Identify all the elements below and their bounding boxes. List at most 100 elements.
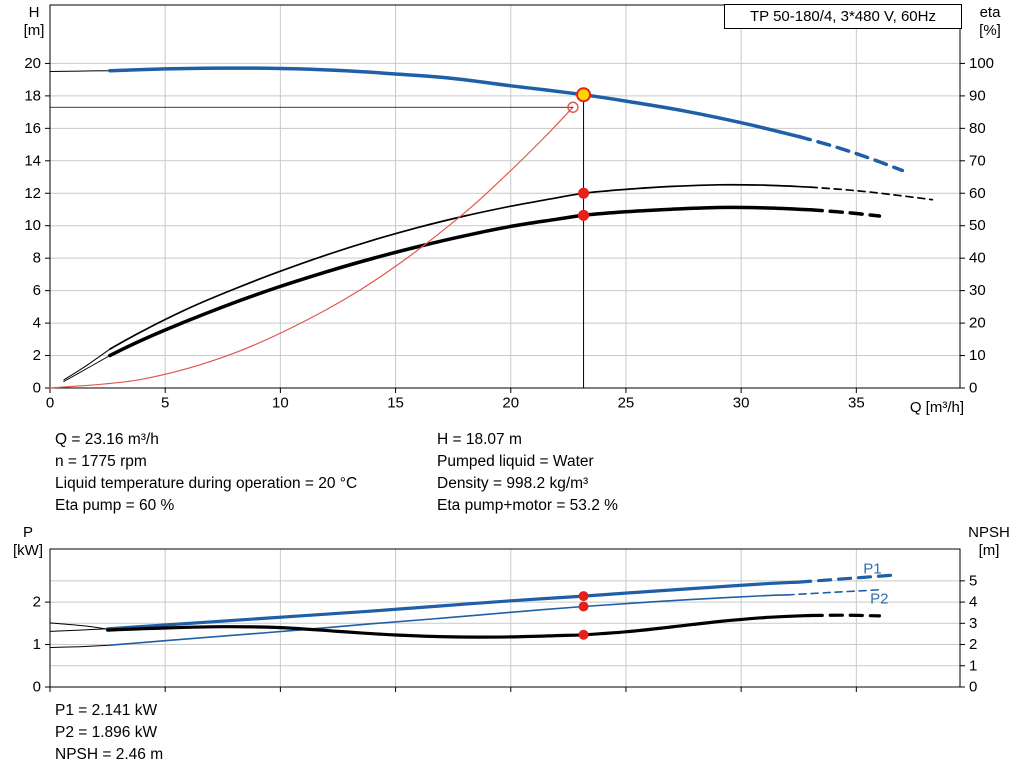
y-left-tick-label: 0	[33, 679, 41, 696]
x-tick-label: 35	[848, 394, 865, 411]
npsh-curve	[106, 613, 812, 639]
y-right-tick-label: 50	[969, 217, 986, 234]
x-tick-label: 0	[46, 394, 54, 411]
y-right-tick-label: 30	[969, 282, 986, 299]
p1-duty-marker	[578, 591, 589, 602]
y-left-tick-label: 16	[24, 120, 41, 137]
ann-p2: P2 = 1.896 kW	[55, 724, 158, 741]
eta-pump-motor-lead-in	[63, 355, 111, 382]
eta-pump-duty-marker	[578, 187, 590, 199]
power-npsh-chart: 0 1 2 0 1 2 3 4 5 P1 P2	[33, 548, 977, 696]
ann-density: Density = 998.2 kg/m³	[437, 475, 589, 492]
eta-pump-motor-curve	[108, 205, 813, 358]
pump-curve	[108, 66, 801, 139]
y-left-tick-label: 4	[33, 315, 41, 332]
y-right-tick-label: 70	[969, 152, 986, 169]
y-left-tick-label: 20	[24, 55, 41, 72]
p2-label: P2	[870, 591, 888, 608]
p2-curve	[106, 594, 788, 647]
y-right-tick-label: 1	[969, 657, 977, 674]
y-right-tick-label: 80	[969, 120, 986, 137]
npsh-curve-dashed	[808, 613, 881, 618]
pump-title-box: TP 50-180/4, 3*480 V, 60Hz	[724, 4, 962, 29]
ann-npsh: NPSH = 2.46 m	[55, 746, 164, 763]
y-left-tick-label: 6	[33, 282, 41, 299]
y-left-tick-label: 10	[24, 217, 41, 234]
h-axis-title: H [m]	[14, 4, 54, 40]
h-q-eta-chart: 0 5 10 15 20 25 30 35 0 2 4 6 8 10 12 14 16 18 20 0 10 20 30 40…	[24, 4, 994, 411]
y-right-tick-label: 3	[969, 615, 977, 632]
y-right-tick-label: 5	[969, 572, 977, 589]
y-left-tick-label: 2	[33, 347, 41, 364]
y-right-tick-label: 4	[969, 594, 977, 611]
npsh-axis-title-line1: NPSH	[968, 524, 1010, 541]
ann-p1: P1 = 2.141 kW	[55, 702, 158, 719]
duty-point-marker	[576, 87, 592, 103]
p-axis-title: P [kW]	[6, 524, 50, 560]
eta-pump-motor-duty-marker	[578, 209, 590, 221]
x-tick-label: 10	[272, 394, 289, 411]
y-right-tick-label: 40	[969, 250, 986, 267]
p-axis-title-line2: [kW]	[13, 542, 43, 559]
ann-q: Q = 23.16 m³/h	[55, 431, 159, 448]
x-tick-label: 5	[161, 394, 169, 411]
ann-eta-pump-motor: Eta pump+motor = 53.2 %	[437, 497, 618, 514]
y-right-tick-label: 2	[969, 636, 977, 653]
pump-curve-lead-in	[49, 70, 111, 72]
npsh-axis-title-line2: [m]	[978, 542, 1000, 559]
eta-pump-curve	[109, 183, 812, 350]
p1-label: P1	[863, 560, 881, 577]
y-right-tick-label: 10	[969, 347, 986, 364]
y-right-tick-label: 0	[969, 380, 977, 397]
y-left-tick-label: 8	[33, 250, 41, 267]
y-right-tick-label: 0	[969, 679, 977, 696]
x-tick-label: 15	[387, 394, 404, 411]
p1-lead-in	[49, 628, 109, 632]
p-axis-title-line1: P	[22, 524, 33, 541]
p1-curve-dashed	[797, 573, 893, 584]
x-tick-label: 20	[502, 394, 519, 411]
p2-lead-in	[49, 644, 109, 648]
y-left-tick-label: 12	[24, 185, 41, 202]
plot-border	[49, 548, 961, 688]
ann-eta-pump: Eta pump = 60 %	[55, 497, 175, 514]
y-right-tick-label: 100	[969, 55, 994, 72]
ann-liquid-temp: Liquid temperature during operation = 20…	[55, 475, 358, 492]
p1-curve	[106, 580, 801, 631]
x-tick-label: 25	[618, 394, 635, 411]
y-left-tick-label: 0	[33, 380, 41, 397]
q-axis-title: Q [m³/h]	[909, 399, 964, 416]
eta-pump-lead-in	[63, 348, 111, 381]
y-left-tick-label: 14	[24, 152, 41, 169]
ann-pumped-liquid: Pumped liquid = Water	[437, 453, 594, 470]
y-left-tick-label: 2	[33, 594, 41, 611]
x-tick-label: 30	[733, 394, 750, 411]
duty-annotations-left: Q = 23.16 m³/h n = 1775 rpm Liquid tempe…	[55, 429, 357, 517]
ann-h: H = 18.07 m	[437, 431, 522, 448]
npsh-duty-marker	[578, 629, 589, 640]
pump-curve-dashed	[796, 134, 905, 173]
h-axis-title-line2: [m]	[23, 22, 45, 39]
npsh-lead-in	[49, 622, 109, 630]
y-right-tick-label: 90	[969, 87, 986, 104]
eta-axis-title: eta [%]	[964, 4, 1016, 40]
requested-duty-marker	[567, 101, 579, 113]
system-curve	[49, 106, 574, 389]
eta-pump-motor-curve-dashed	[808, 208, 882, 218]
y-left-tick-label: 1	[33, 636, 41, 653]
ann-n: n = 1775 rpm	[55, 453, 147, 470]
eta-axis-title-line2: [%]	[979, 22, 1001, 39]
h-axis-title-line1: H	[28, 4, 40, 21]
plot-border	[49, 4, 961, 389]
npsh-axis-title: NPSH [m]	[958, 524, 1020, 560]
duty-annotations-right: H = 18.07 m Pumped liquid = Water Densit…	[437, 429, 618, 517]
power-annotations: P1 = 2.141 kW P2 = 1.896 kW NPSH = 2.46 …	[55, 700, 163, 766]
y-right-tick-label: 60	[969, 185, 986, 202]
p2-duty-marker	[578, 601, 589, 612]
eta-pump-curve-dashed	[809, 186, 934, 201]
p2-curve-dashed	[786, 589, 881, 596]
y-left-tick-label: 18	[24, 87, 41, 104]
eta-axis-title-line1: eta	[979, 4, 1001, 21]
